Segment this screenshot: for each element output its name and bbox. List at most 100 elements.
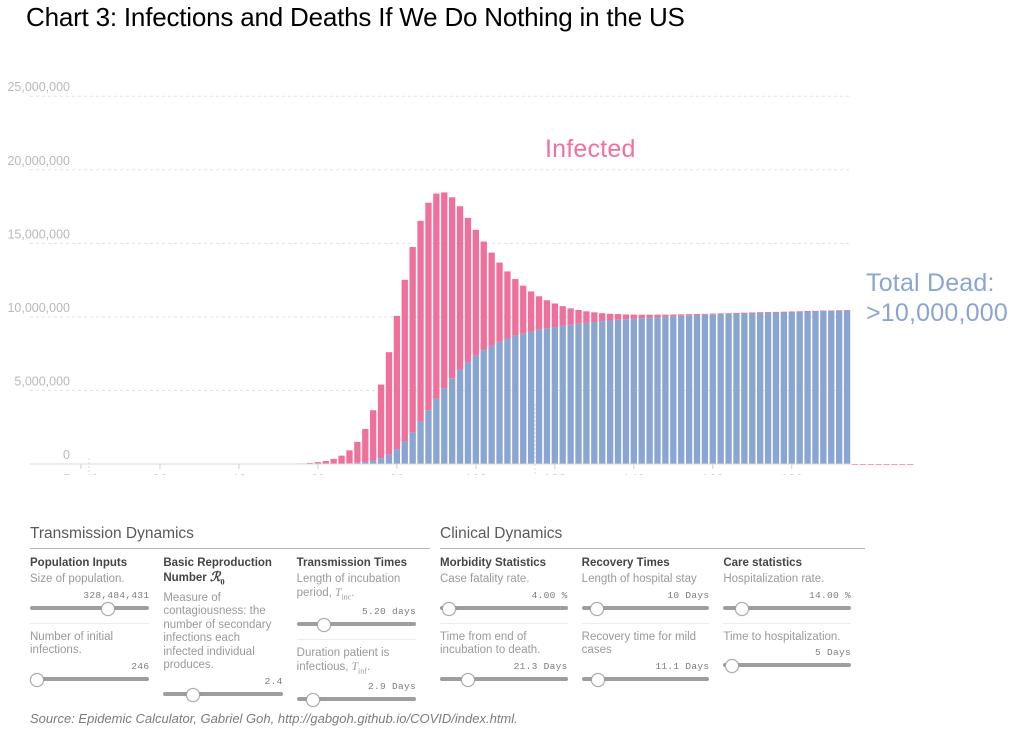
slider-control[interactable]: 21.3 Days — [440, 660, 568, 687]
slider-track[interactable] — [581, 605, 710, 610]
bar-segment-infected — [859, 463, 867, 465]
slider-control[interactable]: 2.9 Days — [296, 681, 416, 707]
slider-value: 5 Days — [815, 647, 852, 658]
slider-value: 21.3 Days — [513, 660, 568, 672]
slider-knob[interactable] — [725, 659, 740, 673]
slider-track[interactable] — [30, 676, 150, 681]
bar-segment-dead — [638, 318, 645, 464]
slider-knob[interactable] — [100, 601, 115, 616]
slider-knob[interactable] — [735, 601, 750, 616]
slider-track-area[interactable] — [581, 672, 710, 687]
bar-segment-infected — [614, 314, 622, 320]
bar-segment-infected — [788, 311, 795, 313]
slider-track[interactable] — [296, 622, 416, 627]
slider-track-area[interactable] — [581, 601, 710, 616]
slider-track-area[interactable] — [440, 672, 568, 687]
panel-transmission-dynamics: Transmission Dynamics Population Inputs Si… — [30, 525, 430, 707]
bar-segment-dead — [393, 449, 401, 464]
bar-segment-dead — [448, 378, 456, 464]
slider-track-area[interactable] — [296, 618, 416, 633]
bar-segment-dead — [670, 316, 677, 464]
bar-segment-dead — [606, 320, 614, 464]
slider-track-area[interactable] — [163, 687, 283, 702]
slider-knob[interactable] — [441, 601, 456, 616]
legend-total-dead: Total Dead: >10,000,000 — [866, 268, 1008, 328]
bar-segment-dead — [804, 311, 811, 464]
slider-control[interactable]: 246 — [30, 661, 150, 687]
bar-segment-dead — [385, 454, 393, 464]
x-axis-tick-label: 140 — [623, 472, 646, 475]
slider-track-area[interactable] — [296, 692, 416, 707]
bar-segment-dead — [780, 311, 788, 464]
bar-segment-dead — [543, 328, 551, 464]
slider-knob[interactable] — [306, 692, 321, 707]
control-label: Case fatality rate. — [440, 573, 530, 585]
slider-control[interactable]: 2.4 — [163, 675, 283, 702]
y-axis-tick-label: 25,000,000 — [7, 80, 70, 94]
slider-track[interactable] — [440, 605, 568, 610]
bar-segment-infected — [480, 241, 487, 351]
slider-track-area[interactable] — [723, 659, 852, 673]
bar-segment-dead — [370, 460, 377, 464]
bar-segment-infected — [488, 252, 495, 346]
slider-track[interactable] — [296, 696, 416, 701]
slider-value: 2.4 — [264, 675, 283, 687]
bar-segment-infected — [693, 313, 701, 315]
slider-knob[interactable] — [30, 672, 45, 687]
slider-control[interactable]: 4.00 % — [440, 590, 568, 616]
slider-knob[interactable] — [186, 687, 201, 702]
x-axis-tick-label: 160 — [702, 472, 725, 475]
slider-knob[interactable] — [589, 601, 604, 616]
control-group-heading: Population Inputs — [30, 557, 128, 569]
control-label: Time to hospitalization. — [723, 630, 841, 643]
slider-track[interactable] — [581, 676, 710, 681]
bar-segment-infected — [512, 279, 519, 336]
slider-control[interactable]: 14.00 % — [723, 590, 852, 616]
slider-track-area[interactable] — [30, 672, 150, 687]
slider-track-area[interactable] — [723, 601, 852, 616]
slider-control[interactable]: 328,484,431 — [30, 590, 150, 616]
slider-track-area[interactable] — [440, 601, 568, 616]
bar-segment-dead — [362, 461, 369, 464]
slider-track[interactable] — [30, 605, 150, 610]
slider-knob[interactable] — [591, 672, 606, 687]
slider-track[interactable] — [723, 605, 852, 610]
bar-segment-infected — [464, 217, 472, 363]
slider-control[interactable]: 5 Days — [723, 647, 852, 673]
math-r-zero: ℛ0 — [209, 569, 225, 587]
bar-segment-infected — [370, 410, 377, 461]
bar-segment-dead — [480, 350, 487, 464]
bar-segment-infected — [820, 310, 827, 312]
bar-segment-dead — [662, 316, 669, 464]
legend-total-dead-line2: >10,000,000 — [866, 299, 1008, 327]
slider-track-area[interactable] — [30, 601, 150, 616]
bar-segment-dead — [512, 335, 519, 464]
bar-segment-infected — [701, 313, 709, 315]
slider-track[interactable] — [440, 676, 568, 681]
control-group-transmission-times: Transmission Times Length of incubation p… — [296, 556, 430, 707]
bar-segment-infected — [543, 300, 551, 329]
bar-segment-infected — [875, 463, 882, 465]
bar-segment-infected — [567, 308, 574, 325]
bar-segment-infected — [377, 384, 385, 459]
bar-segment-infected — [741, 312, 748, 314]
slider-control[interactable]: 10 Days — [581, 590, 710, 616]
bar-segment-dead — [717, 313, 724, 464]
slider-knob[interactable] — [317, 618, 332, 633]
bar-segment-dead — [796, 311, 803, 464]
control-divider — [581, 622, 710, 624]
bar-segment-dead — [409, 432, 416, 464]
slider-track[interactable] — [163, 691, 283, 696]
bar-segment-dead — [575, 323, 582, 464]
bar-segment-infected — [520, 285, 527, 334]
slider-knob[interactable] — [461, 672, 476, 687]
control-group-heading: Transmission Times — [296, 557, 408, 569]
bar-segment-infected — [425, 202, 432, 411]
bar-segment-dead — [614, 319, 622, 464]
slider-control[interactable]: 5.20 days — [296, 606, 416, 633]
x-axis-tick-label: 120 — [544, 472, 567, 475]
slider-control[interactable]: 11.1 Days — [581, 661, 710, 687]
bar-segment-dead — [828, 310, 835, 464]
slider-track[interactable] — [723, 663, 852, 667]
bar-segment-dead — [567, 324, 574, 464]
